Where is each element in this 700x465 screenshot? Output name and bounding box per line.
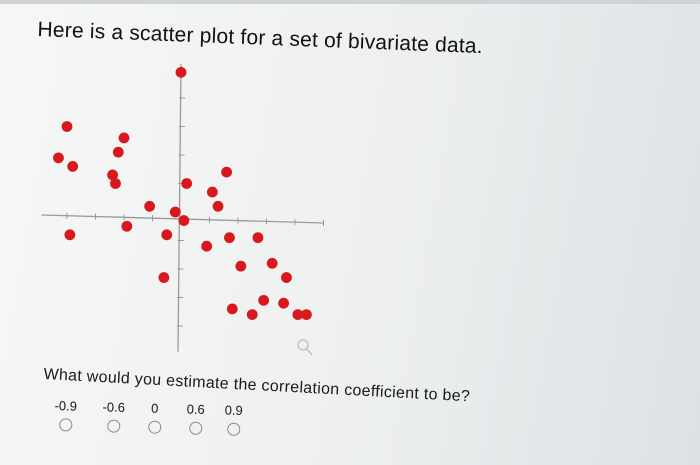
scatter-point — [169, 206, 181, 218]
scatter-point — [266, 257, 278, 269]
radio-button[interactable] — [58, 418, 72, 432]
choice-label: 0 — [150, 400, 159, 416]
radio-button[interactable] — [226, 422, 240, 436]
scatter-point — [301, 309, 312, 320]
radio-button[interactable] — [147, 420, 161, 434]
scatter-point — [212, 200, 224, 212]
choice-neg-0-9[interactable]: -0.9 — [45, 398, 86, 432]
radio-button[interactable] — [106, 419, 120, 433]
choice-neg-0-6[interactable]: -0.6 — [93, 399, 134, 433]
scatter-point — [181, 178, 193, 189]
scatter-point — [161, 229, 173, 241]
choice-0-6[interactable]: 0.6 — [175, 401, 216, 435]
scatter-point — [61, 121, 73, 132]
scatter-point — [175, 66, 187, 78]
choice-0[interactable]: 0 — [134, 400, 175, 434]
choice-label: -0.9 — [54, 398, 78, 414]
y-axis — [177, 63, 182, 352]
radio-button[interactable] — [188, 421, 202, 435]
window-top-edge — [0, 0, 700, 4]
scatter-point — [144, 200, 156, 212]
scatter-point — [64, 229, 76, 241]
scatter-point — [112, 146, 124, 158]
scatter-point — [281, 272, 292, 283]
scatter-point — [224, 232, 235, 244]
scatter-point — [67, 161, 79, 172]
answer-choices: -0.9 -0.6 0 0.6 0.9 — [51, 398, 292, 454]
scatter-point — [292, 309, 304, 320]
scatter-point — [226, 303, 238, 315]
scatter-point — [110, 178, 121, 189]
scatter-point — [252, 232, 264, 244]
scatter-point — [118, 132, 130, 144]
scatter-point — [178, 215, 190, 226]
scatter-point — [201, 240, 213, 252]
choice-label: -0.6 — [102, 399, 126, 415]
plot-points — [53, 66, 312, 320]
scatter-point — [221, 166, 233, 178]
scatter-point — [278, 297, 289, 309]
scatter-point — [235, 260, 247, 272]
plot-axes — [41, 63, 324, 352]
scatter-point — [107, 169, 118, 181]
choice-0-9[interactable]: 0.9 — [213, 402, 254, 436]
scatter-point — [121, 220, 133, 232]
choice-label: 0.6 — [186, 401, 205, 418]
scatter-point — [246, 309, 258, 320]
scatter-point — [258, 294, 270, 306]
scatter-point — [158, 272, 170, 283]
scatter-point — [206, 186, 218, 198]
choice-label: 0.9 — [224, 402, 243, 418]
scatter-point — [53, 152, 64, 164]
magnifier-cursor-icon — [297, 339, 313, 356]
